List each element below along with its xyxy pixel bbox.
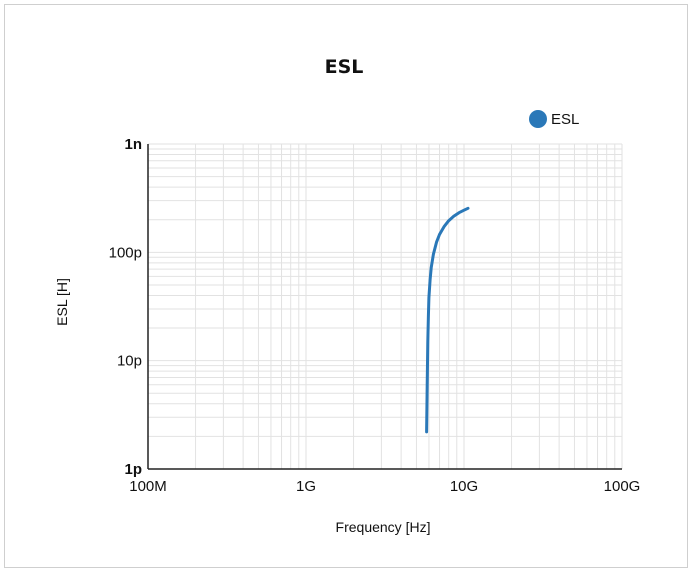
legend-label: ESL [551,111,579,128]
esl-chart: 100M 1G 10G 100G 1p 10p 100p 1n ESL Frequency … [54,56,640,535]
x-axis-label: Frequency [Hz] [336,519,431,535]
x-tick-label: 100M [129,478,167,495]
x-tick-labels: 100M 1G 10G 100G [129,478,640,495]
axes-layer [147,144,622,470]
y-tick-label: 10p [117,353,142,370]
chart-container: 100M 1G 10G 100G 1p 10p 100p 1n ESL Frequency … [4,4,688,568]
x-tick-label: 1G [296,478,316,495]
y-tick-labels: 1p 10p 100p 1n [109,136,142,478]
grid-layer [147,143,623,470]
y-tick-label: 100p [109,244,142,261]
legend[interactable]: ESL [529,110,579,128]
series-layer [425,206,470,434]
y-tick-label: 1n [124,136,142,153]
chart-title: ESL [325,56,364,78]
y-axis-label: ESL [H] [54,278,70,326]
series-line-esl [425,206,470,434]
x-tick-label: 10G [450,478,478,495]
y-tick-label: 1p [124,461,142,478]
legend-marker-icon [529,110,547,128]
x-tick-label: 100G [604,478,641,495]
